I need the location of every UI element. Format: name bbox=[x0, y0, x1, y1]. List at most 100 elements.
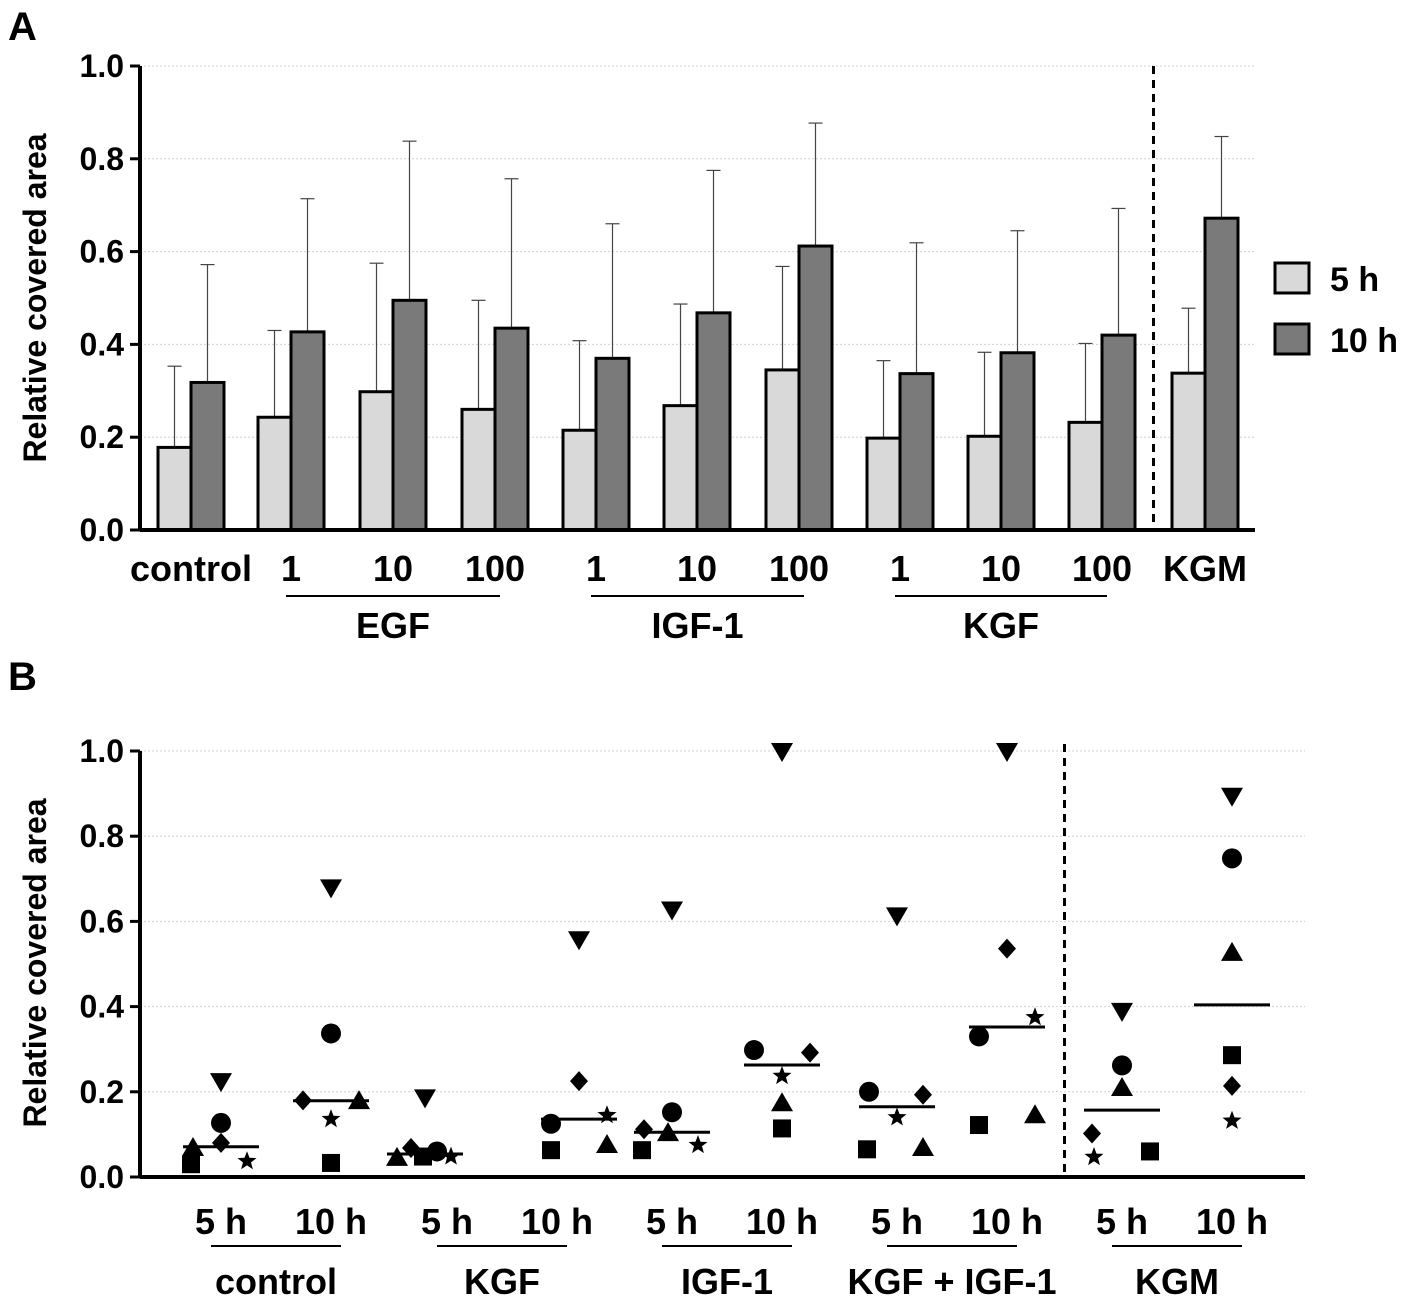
marker-circle bbox=[1222, 848, 1242, 869]
marker-circle bbox=[541, 1113, 561, 1134]
x-tick-label: 5 h bbox=[195, 1201, 247, 1242]
y-tick-label: 0.6 bbox=[80, 903, 124, 939]
bar bbox=[865, 436, 902, 532]
marker-circle bbox=[321, 1023, 341, 1044]
x-tick-label: 5 h bbox=[871, 1201, 923, 1242]
y-tick-label: 0.8 bbox=[80, 818, 124, 854]
marker-star bbox=[688, 1135, 708, 1154]
y-tick-label: 0.4 bbox=[80, 989, 125, 1025]
y-tick-label: 0.4 bbox=[80, 326, 125, 362]
marker-square bbox=[1141, 1142, 1159, 1161]
marker-diamond bbox=[570, 1071, 588, 1092]
panel-b-chart: 0.0 0.2 0.4 0.6 0.8 1.0 5 h 10 h 5 h 10 h 5 h 10 h 5… bbox=[80, 733, 1305, 1302]
y-tick-label: 0.0 bbox=[80, 512, 124, 548]
marker-triangle-down bbox=[661, 901, 683, 921]
y-tick-label: 1.0 bbox=[80, 48, 124, 84]
marker-diamond bbox=[635, 1119, 653, 1140]
marker-triangle-down bbox=[771, 743, 793, 762]
marker-square bbox=[322, 1153, 340, 1172]
bar bbox=[594, 356, 631, 532]
marker-star bbox=[772, 1066, 792, 1085]
bar bbox=[289, 330, 326, 532]
marker-star bbox=[1222, 1110, 1242, 1129]
y-tick-label: 0.8 bbox=[80, 141, 124, 177]
marker-circle bbox=[662, 1102, 682, 1123]
marker-triangle-down bbox=[886, 907, 908, 927]
marker-triangle-down bbox=[414, 1089, 436, 1109]
marker-star bbox=[441, 1146, 461, 1165]
legend-swatch bbox=[1273, 322, 1311, 356]
legend-swatch bbox=[1273, 261, 1311, 295]
legend-label: 5 h bbox=[1330, 261, 1379, 299]
y-tick-label: 0.0 bbox=[80, 1159, 124, 1195]
marker-square bbox=[414, 1147, 432, 1166]
panel-a-label: A bbox=[8, 5, 37, 49]
marker-star bbox=[237, 1151, 257, 1170]
marker-triangle bbox=[1024, 1104, 1046, 1124]
bar bbox=[764, 368, 801, 532]
marker-triangle-down bbox=[210, 1073, 232, 1093]
x-tick-label: 100 bbox=[465, 548, 525, 589]
bar bbox=[1100, 333, 1137, 532]
bar bbox=[695, 311, 732, 532]
bar bbox=[391, 298, 428, 532]
x-tick-label: 10 h bbox=[295, 1201, 367, 1242]
x-tick-label: KGM bbox=[1163, 548, 1247, 589]
marker-diamond bbox=[1083, 1123, 1101, 1144]
x-tick-label: 100 bbox=[1072, 548, 1132, 589]
marker-diamond bbox=[1223, 1075, 1241, 1096]
bar bbox=[358, 390, 395, 532]
x-tick-label: 10 bbox=[373, 548, 413, 589]
x-tick-label: 10 h bbox=[1196, 1201, 1268, 1242]
bar bbox=[156, 445, 193, 532]
marker-square bbox=[773, 1119, 791, 1138]
bar bbox=[662, 404, 699, 532]
x-tick-label: 10 h bbox=[971, 1201, 1043, 1242]
marker-diamond bbox=[914, 1084, 932, 1105]
marker-square bbox=[542, 1141, 560, 1160]
marker-triangle bbox=[912, 1137, 934, 1157]
x-tick-label: 1 bbox=[890, 548, 910, 589]
bar bbox=[999, 351, 1036, 532]
marker-circle bbox=[859, 1081, 879, 1102]
x-tick-label: 5 h bbox=[1096, 1201, 1148, 1242]
marker-triangle bbox=[771, 1092, 793, 1112]
marker-diamond bbox=[998, 938, 1016, 959]
marker-triangle-down bbox=[1111, 1002, 1133, 1022]
bar bbox=[460, 407, 497, 532]
group-label: EGF bbox=[356, 605, 430, 646]
marker-triangle-down bbox=[568, 931, 590, 951]
legend-label: 10 h bbox=[1330, 322, 1398, 360]
marker-square bbox=[970, 1116, 988, 1135]
group-label: control bbox=[215, 1261, 337, 1302]
x-tick-label: 5 h bbox=[421, 1201, 473, 1242]
group-label: KGF bbox=[963, 605, 1039, 646]
bar bbox=[1170, 371, 1207, 532]
panel-a-chart: 0.0 0.2 0.4 0.6 0.8 1.0 control 1 10 100 1 10 100 1 10… bbox=[80, 48, 1399, 646]
bar bbox=[189, 380, 226, 532]
bar bbox=[1067, 420, 1104, 532]
x-tick-label: 10 h bbox=[521, 1201, 593, 1242]
x-tick-label: 5 h bbox=[646, 1201, 698, 1242]
marker-triangle-down bbox=[996, 743, 1018, 762]
marker-star bbox=[1084, 1147, 1104, 1166]
group-label: KGM bbox=[1135, 1261, 1219, 1302]
bar bbox=[256, 415, 293, 532]
panel-b-label: B bbox=[8, 655, 37, 699]
marker-square bbox=[633, 1141, 651, 1160]
x-tick-label: 1 bbox=[281, 548, 301, 589]
x-tick-label: 100 bbox=[769, 548, 829, 589]
group-label: IGF-1 bbox=[651, 605, 743, 646]
marker-square bbox=[858, 1140, 876, 1159]
x-tick-label: control bbox=[130, 548, 252, 589]
marker-circle bbox=[744, 1040, 764, 1061]
group-label: KGF + IGF-1 bbox=[847, 1261, 1056, 1302]
bar bbox=[966, 434, 1003, 532]
x-tick-label: 1 bbox=[586, 548, 606, 589]
panel-b-ylabel: Relative covered area bbox=[17, 798, 53, 1127]
bar bbox=[898, 372, 935, 532]
y-tick-label: 1.0 bbox=[80, 733, 124, 769]
marker-square bbox=[182, 1155, 200, 1174]
marker-star bbox=[597, 1105, 617, 1124]
